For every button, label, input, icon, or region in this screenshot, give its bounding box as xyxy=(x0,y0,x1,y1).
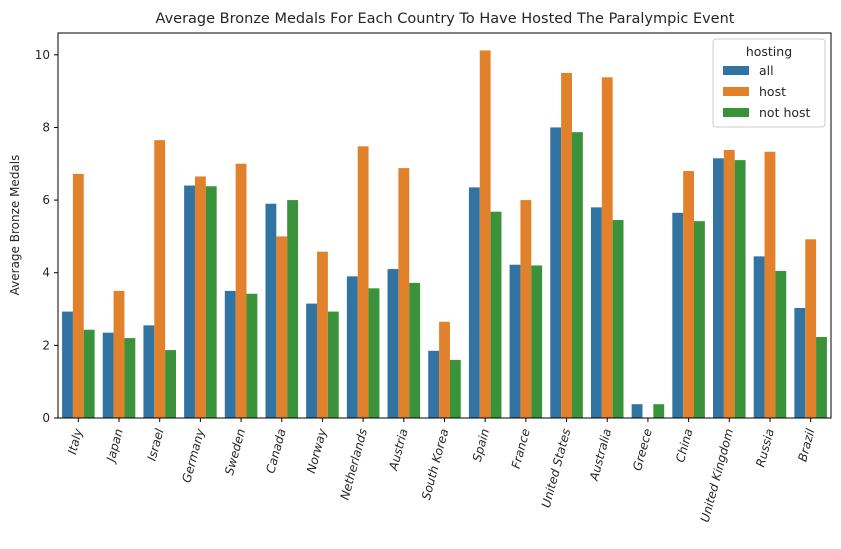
legend-box xyxy=(712,38,826,128)
y-tick-label: 2 xyxy=(42,338,50,352)
bar-south-korea-host xyxy=(439,321,450,418)
bar-united-kingdom-host xyxy=(723,149,735,418)
legend-label-not-host: not host xyxy=(759,105,811,120)
bar-austria-not-host xyxy=(409,282,421,418)
bar-south-korea-not-host xyxy=(449,359,461,418)
x-tick-label-italy: Italy xyxy=(65,426,85,456)
x-tick-label-austria: Austria xyxy=(386,427,411,473)
bar-spain-not-host xyxy=(490,211,502,418)
y-tick-label: 8 xyxy=(42,120,50,134)
x-tick-label-israel: Israel xyxy=(145,427,167,463)
axes: 0 2 4 6 8 10 Italy Japan Israel Germany Sweden Cana… xyxy=(35,32,832,524)
bar-canada-all xyxy=(265,203,277,418)
bar-france-not-host xyxy=(531,265,543,418)
y-axis-title: Average Bronze Medals xyxy=(8,155,22,296)
bar-austria-host xyxy=(398,168,410,418)
bar-japan-all xyxy=(102,332,114,418)
x-tick-label-russia: Russia xyxy=(753,427,777,468)
bar-japan-host xyxy=(113,290,125,418)
legend-label-host: host xyxy=(759,84,786,99)
bar-italy-not-host xyxy=(83,329,95,418)
x-tick-label-france: France xyxy=(509,427,533,470)
legend: hosting all host not host xyxy=(712,38,826,128)
bar-australia-all xyxy=(590,207,602,418)
bar-israel-not-host xyxy=(165,350,176,418)
y-tick-label: 6 xyxy=(42,193,50,207)
legend-label-all: all xyxy=(759,63,774,78)
legend-swatch-not-host xyxy=(723,108,749,117)
chart-title: Average Bronze Medals For Each Country T… xyxy=(156,11,735,27)
x-tick-label-canada: Canada xyxy=(263,427,288,475)
bar-israel-all xyxy=(143,325,155,418)
bar-canada-host xyxy=(276,236,288,418)
legend-swatch-host xyxy=(723,87,749,96)
bar-greece-not-host xyxy=(653,404,665,418)
bar-australia-not-host xyxy=(612,220,624,418)
legend-swatch-all xyxy=(723,66,749,75)
bar-france-host xyxy=(520,200,532,418)
bar-netherlands-not-host xyxy=(368,288,380,418)
bar-canada-not-host xyxy=(287,200,299,418)
bar-france-all xyxy=(509,264,521,418)
bar-china-not-host xyxy=(694,221,705,418)
x-tick-label-japan: Japan xyxy=(103,427,126,465)
bar-spain-host xyxy=(479,50,491,419)
plot-area xyxy=(62,50,827,419)
x-tick-label-spain: Spain xyxy=(470,427,492,463)
bar-spain-all xyxy=(468,187,480,418)
x-tick-label-united-kingdom: United Kingdom xyxy=(698,427,736,524)
bar-germany-host xyxy=(194,176,206,418)
y-tick-label: 4 xyxy=(42,266,50,280)
x-tick-label-germany: Germany xyxy=(179,426,207,484)
bar-russia-not-host xyxy=(775,270,787,418)
bar-united-states-not-host xyxy=(571,132,583,418)
bar-netherlands-host xyxy=(357,146,369,418)
bar-australia-host xyxy=(601,77,613,418)
x-tick-label-south-korea: South Korea xyxy=(419,427,451,501)
bar-israel-host xyxy=(154,140,166,418)
bar-netherlands-all xyxy=(346,276,358,418)
bar-germany-not-host xyxy=(205,186,217,418)
bar-united-kingdom-not-host xyxy=(734,160,746,418)
bar-brazil-host xyxy=(805,239,817,418)
bar-norway-host xyxy=(317,251,328,418)
x-tick-label-australia: Australia xyxy=(587,427,615,483)
bar-china-host xyxy=(683,171,695,418)
x-tick-label-united-states: United States xyxy=(539,427,574,509)
bar-norway-all xyxy=(306,303,318,418)
bar-norway-not-host xyxy=(327,311,339,418)
x-tick-label-norway: Norway xyxy=(304,426,330,474)
x-tick-label-china: China xyxy=(673,427,695,464)
bar-japan-not-host xyxy=(124,338,136,418)
bar-sweden-host xyxy=(235,163,247,418)
bar-russia-all xyxy=(753,256,765,418)
x-tick-label-greece: Greece xyxy=(630,427,655,472)
bar-italy-all xyxy=(62,311,73,418)
bar-germany-all xyxy=(184,185,195,418)
bar-sweden-not-host xyxy=(246,293,258,418)
bar-united-kingdom-all xyxy=(713,158,724,418)
x-tick-label-brazil: Brazil xyxy=(795,427,817,464)
bar-sweden-all xyxy=(224,290,236,418)
bar-brazil-all xyxy=(794,307,806,418)
bar-austria-all xyxy=(387,269,399,418)
y-tick-label: 0 xyxy=(42,411,50,425)
bar-china-all xyxy=(672,212,684,418)
legend-title: hosting xyxy=(746,44,792,59)
bar-italy-host xyxy=(72,173,84,418)
y-tick-label: 10 xyxy=(35,48,50,62)
x-tick-label-netherlands: Netherlands xyxy=(338,427,370,501)
bar-south-korea-all xyxy=(428,350,440,418)
bar-russia-host xyxy=(764,151,776,418)
bar-united-states-host xyxy=(561,72,572,418)
bar-greece-all xyxy=(631,404,643,418)
bar-brazil-not-host xyxy=(816,337,827,418)
x-tick-label-sweden: Sweden xyxy=(222,427,248,476)
bar-united-states-all xyxy=(550,127,562,419)
